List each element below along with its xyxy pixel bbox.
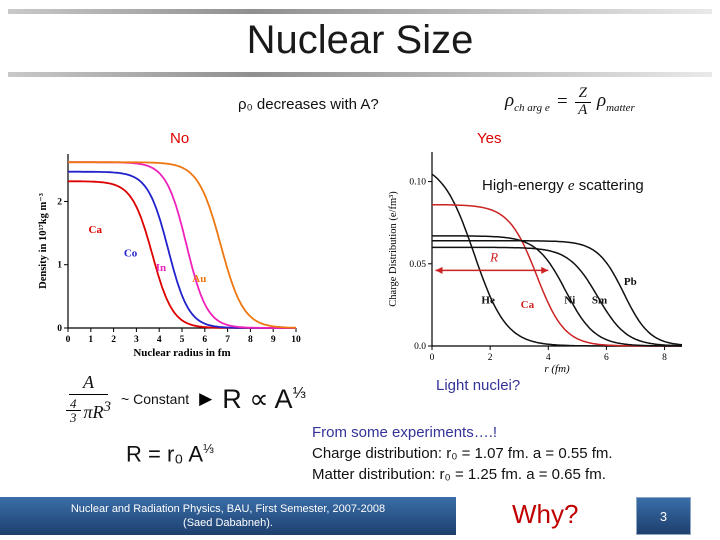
svg-text:0: 0 bbox=[57, 324, 62, 334]
footer-citation-line2: (Saed Dababneh). bbox=[183, 517, 273, 529]
svg-text:9: 9 bbox=[271, 335, 276, 345]
a-over-volume-fraction: A 4 3 πR3 bbox=[66, 372, 112, 425]
r-equals-formula: R = r₀ A⅓ bbox=[126, 441, 214, 467]
svg-text:Sm: Sm bbox=[592, 294, 607, 306]
footer-citation-bar: Nuclear and Radiation Physics, BAU, Firs… bbox=[0, 497, 456, 535]
experiments-intro: From some experiments….! bbox=[312, 424, 498, 441]
svg-text:0.0: 0.0 bbox=[414, 342, 426, 352]
svg-text:2: 2 bbox=[488, 353, 493, 363]
density-vs-radius-chart-svg: 0 1 2 3 4 5 6 7 8 9 10 0 1 2 Nuclear radius in fm Densi… bbox=[38, 154, 301, 359]
matter-distribution-values: Matter distribution: r₀ = 1.25 fm. a = 0… bbox=[312, 466, 606, 483]
svg-text:Ca: Ca bbox=[521, 299, 535, 311]
yes-label: Yes bbox=[477, 130, 502, 147]
slide-title: Nuclear Size bbox=[246, 18, 474, 62]
svg-text:Density in 10¹⁷kg m⁻³: Density in 10¹⁷kg m⁻³ bbox=[38, 193, 49, 289]
pi-r-cubed: πR3 bbox=[83, 398, 112, 422]
z-over-a-fraction: Z A bbox=[574, 85, 591, 119]
top-gradient-bar bbox=[8, 9, 712, 14]
svg-text:He: He bbox=[481, 294, 495, 306]
four-thirds-fraction: 4 3 bbox=[66, 397, 81, 425]
svg-text:4: 4 bbox=[157, 335, 162, 345]
svg-text:Nuclear radius in fm: Nuclear radius in fm bbox=[133, 347, 230, 359]
svg-text:10: 10 bbox=[291, 335, 301, 345]
charge-distribution-chart-svg: 0 2 4 6 8 0.0 0.05 0.10 r (fm) Charge Distributio… bbox=[388, 152, 683, 375]
title-underline-bar bbox=[8, 72, 712, 77]
light-nuclei-label: Light nuclei? bbox=[436, 377, 521, 394]
svg-text:5: 5 bbox=[180, 335, 185, 345]
svg-text:2: 2 bbox=[57, 197, 62, 207]
svg-text:0: 0 bbox=[66, 335, 71, 345]
svg-text:2: 2 bbox=[111, 335, 116, 345]
svg-text:4: 4 bbox=[546, 353, 551, 363]
footer-citation-line1: Nuclear and Radiation Physics, BAU, Firs… bbox=[70, 503, 386, 515]
experiments-block: From some experiments….! Charge distribu… bbox=[312, 422, 613, 485]
page-number: 3 bbox=[659, 508, 668, 524]
approx-constant-label: ~ Constant bbox=[121, 391, 190, 407]
charge-density-formula: ρch arg e = Z A ρmatter bbox=[505, 85, 635, 119]
constant-density-formula: A 4 3 πR3 ~ Constant ▶ R ∝ A⅓ bbox=[66, 368, 306, 430]
svg-text:0: 0 bbox=[430, 353, 435, 363]
svg-text:Pb: Pb bbox=[624, 276, 637, 288]
svg-text:0.05: 0.05 bbox=[409, 260, 426, 270]
svg-text:8: 8 bbox=[248, 335, 253, 345]
svg-text:6: 6 bbox=[604, 353, 609, 363]
svg-text:Co: Co bbox=[124, 248, 138, 260]
svg-text:Ca: Ca bbox=[89, 224, 103, 236]
svg-text:Charge Distribution (e/fm³): Charge Distribution (e/fm³) bbox=[388, 191, 399, 307]
svg-text:7: 7 bbox=[225, 335, 230, 345]
svg-text:Ni: Ni bbox=[564, 294, 575, 306]
svg-text:Au: Au bbox=[192, 273, 206, 285]
svg-text:r (fm): r (fm) bbox=[544, 363, 570, 375]
why-question-label: Why? bbox=[512, 499, 579, 529]
right-triangle-icon: ▶ bbox=[199, 389, 213, 408]
rho-matter-symbol: ρmatter bbox=[596, 90, 635, 115]
high-energy-scattering-label: High-energy e scattering bbox=[482, 177, 644, 194]
svg-text:0.10: 0.10 bbox=[409, 178, 426, 188]
equals-sign: = bbox=[555, 91, 569, 113]
r-proportional-formula: R ∝ A⅓ bbox=[222, 383, 306, 414]
charge-distribution-values: Charge distribution: r₀ = 1.07 fm. a = 0… bbox=[312, 445, 613, 462]
svg-text:In: In bbox=[156, 262, 166, 274]
rho-charge-symbol: ρch arg e bbox=[505, 90, 550, 115]
page-number-box: 3 bbox=[636, 497, 691, 535]
charge-distribution-chart: 0 2 4 6 8 0.0 0.05 0.10 r (fm) Charge Distributio… bbox=[386, 146, 690, 376]
no-label: No bbox=[170, 130, 190, 147]
svg-text:6: 6 bbox=[202, 335, 207, 345]
svg-text:8: 8 bbox=[662, 353, 667, 363]
svg-text:1: 1 bbox=[57, 261, 62, 271]
svg-text:R: R bbox=[489, 249, 498, 264]
density-vs-radius-chart: 0 1 2 3 4 5 6 7 8 9 10 0 1 2 Nuclear radius in fm Densi… bbox=[36, 148, 306, 360]
svg-text:1: 1 bbox=[88, 335, 93, 345]
svg-text:3: 3 bbox=[134, 335, 139, 345]
question-text: ρ₀ decreases with A? bbox=[238, 96, 379, 113]
